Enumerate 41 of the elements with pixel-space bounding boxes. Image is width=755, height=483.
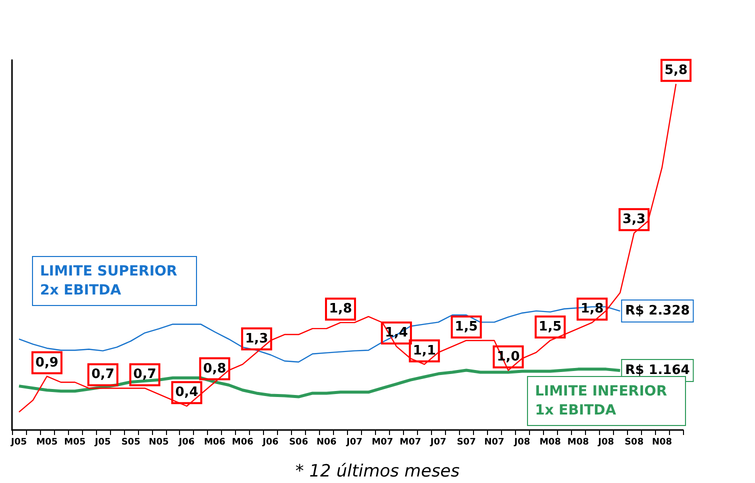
data-label: 0,7	[91, 367, 114, 382]
x-tick-label: J07	[429, 438, 446, 448]
x-tick-label: M06	[232, 438, 254, 448]
x-tick-label: N08	[652, 438, 672, 448]
x-tick-label: S05	[121, 438, 140, 448]
x-tick-label: N06	[316, 438, 337, 448]
data-label: 0,8	[203, 361, 226, 376]
x-tick-label: M05	[36, 438, 58, 448]
x-tick-label: S06	[289, 438, 308, 448]
data-label: 0,9	[35, 355, 58, 370]
x-tick-label: S08	[624, 438, 644, 448]
data-label: 1,5	[454, 319, 478, 334]
text: * 12 últimos meses	[295, 462, 460, 482]
data-label: 1,5	[538, 319, 562, 334]
data-label: R$ 2.328	[625, 304, 690, 319]
x-tick-label: J08	[597, 438, 614, 448]
x-tick-label: N05	[148, 438, 169, 448]
x-tick-label: M05	[64, 438, 86, 448]
series-label: LIMITE INFERIOR 1x EBITDA	[535, 384, 672, 418]
data-label: 0,4	[175, 385, 198, 400]
x-tick-label: M06	[204, 438, 226, 448]
data-label: 1,8	[328, 302, 352, 317]
x-tick-label: J05	[10, 438, 27, 448]
x-tick-label: N07	[484, 438, 504, 448]
series-label: LIMITE SUPERIOR 2x EBITDA	[40, 264, 182, 298]
x-tick-label: M07	[400, 438, 422, 448]
x-tick-label: J05	[94, 438, 111, 448]
data-label: 1,1	[412, 343, 436, 358]
x-tick-label: J08	[513, 438, 530, 448]
x-tick-label: J06	[178, 438, 195, 448]
x-tick-label: M08	[567, 438, 589, 448]
x-tick-label: M07	[372, 438, 394, 448]
x-tick-label: M08	[539, 438, 561, 448]
data-label: 5,8	[664, 62, 688, 78]
data-label: 0,7	[133, 367, 156, 382]
data-label: R$ 1.164	[625, 363, 690, 378]
x-tick-label: J07	[346, 438, 362, 448]
x-tick-label: S07	[456, 438, 476, 448]
data-label: 3,3	[622, 212, 646, 228]
data-label: 1,3	[245, 331, 268, 346]
x-tick-label: J06	[262, 438, 279, 448]
